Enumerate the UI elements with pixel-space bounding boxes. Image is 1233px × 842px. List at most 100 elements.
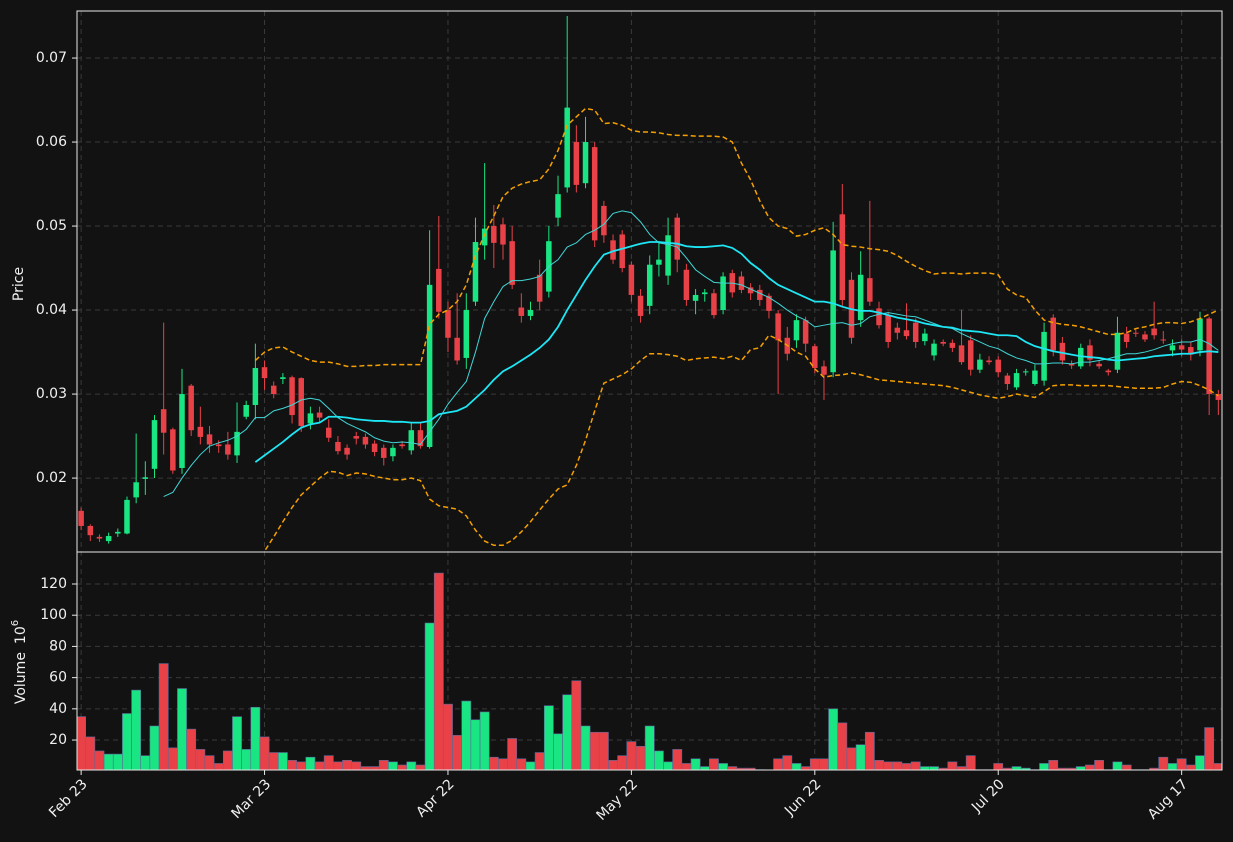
candle-body (995, 359, 1001, 373)
volume-tick-label: 60 (49, 670, 67, 686)
candle-body (1032, 370, 1038, 384)
volume-bar (378, 760, 389, 770)
candle-body (151, 420, 158, 469)
volume-tick-label: 40 (49, 701, 67, 717)
candle-body (1105, 370, 1112, 373)
candle-body (509, 241, 515, 285)
volume-bar (1039, 763, 1049, 770)
volume-bar (323, 755, 334, 770)
candle-body (573, 142, 580, 185)
volume-bar (305, 756, 316, 770)
volume-offset: 10 (13, 626, 29, 644)
volume-bar (782, 755, 793, 770)
volume-tick-label: 20 (49, 732, 67, 748)
volume-bar (443, 703, 453, 770)
candle-body (977, 359, 983, 370)
candle-body (564, 107, 570, 188)
candle-body (628, 264, 635, 295)
volume-bar (516, 758, 527, 770)
candle-body (1114, 332, 1121, 370)
volume-bar (580, 725, 591, 770)
candle-body (830, 250, 836, 373)
volume-bar (654, 750, 664, 770)
candle-body (601, 205, 607, 236)
candle-body (179, 394, 185, 468)
volume-bar (681, 763, 692, 770)
volume-bar (232, 716, 242, 770)
candle-body (610, 240, 616, 260)
candle-body (445, 310, 451, 338)
candle-body (1160, 339, 1167, 341)
candle-body (674, 217, 680, 260)
candle-body (958, 345, 965, 363)
candle-body (298, 378, 304, 426)
candle-body (426, 284, 433, 447)
volume-bar (1085, 764, 1095, 770)
candle-body (1133, 332, 1139, 334)
volume-bar (819, 758, 829, 770)
volume-bar (406, 761, 417, 770)
candle-body (252, 368, 259, 405)
candle-body (536, 274, 543, 302)
volume-bar (360, 766, 371, 770)
candle-body (362, 436, 369, 445)
volume-bar (452, 735, 463, 770)
candle-body (986, 360, 992, 363)
candle-body (500, 224, 506, 245)
volume-bar (268, 752, 279, 770)
volume-bar (965, 755, 976, 770)
volume-bar (525, 761, 536, 770)
volume-bar (1176, 758, 1187, 770)
candle-body (463, 310, 470, 358)
candle-body (711, 293, 717, 316)
volume-bar (644, 725, 655, 770)
candle-body (692, 294, 699, 301)
indicator-line (254, 241, 1219, 463)
volume-tick-label: 100 (40, 607, 67, 623)
volume-bar (131, 689, 142, 770)
volume-tick-label: 120 (40, 576, 67, 592)
volume-bar (177, 688, 187, 770)
volume-bar (296, 761, 307, 770)
candle-body (812, 346, 818, 369)
volume-bar (883, 761, 894, 770)
candle-body (738, 276, 745, 290)
candle-body (857, 274, 864, 321)
y-tick-label: 0.05 (36, 218, 67, 234)
candle-body (491, 226, 497, 243)
volume-bar (718, 763, 728, 770)
candle-body (802, 320, 809, 344)
candle-body (142, 477, 149, 479)
candle-body (876, 308, 882, 326)
candle-body (390, 447, 396, 457)
candle-body (188, 385, 194, 431)
volume-bar (534, 752, 545, 770)
volume-bar (287, 760, 297, 770)
volume-bar (1094, 760, 1104, 770)
candle-body (665, 235, 671, 276)
candle-body (197, 426, 204, 437)
volume-bar (186, 728, 197, 770)
candle-body (381, 447, 387, 458)
candle-body (527, 310, 534, 316)
candle-body (1215, 394, 1222, 400)
volume-tick-label: 80 (49, 638, 67, 654)
candle-body (903, 330, 910, 337)
volume-bar (1112, 761, 1123, 770)
candle-body (931, 343, 937, 356)
volume-bar (709, 758, 719, 770)
volume-bar (479, 711, 490, 770)
candle-body (87, 525, 94, 536)
volume-bar (562, 694, 573, 770)
candle-body (1142, 334, 1148, 340)
candle-body (417, 430, 424, 447)
volume-bar (1020, 767, 1031, 770)
volume-bar (993, 763, 1004, 770)
volume-bar (278, 752, 288, 770)
candle-body (1096, 363, 1102, 367)
candle-body (408, 430, 415, 451)
volume-bar (122, 713, 132, 770)
candle-body (683, 269, 690, 300)
volume-bar (1121, 764, 1132, 770)
volume-bar (158, 663, 169, 770)
